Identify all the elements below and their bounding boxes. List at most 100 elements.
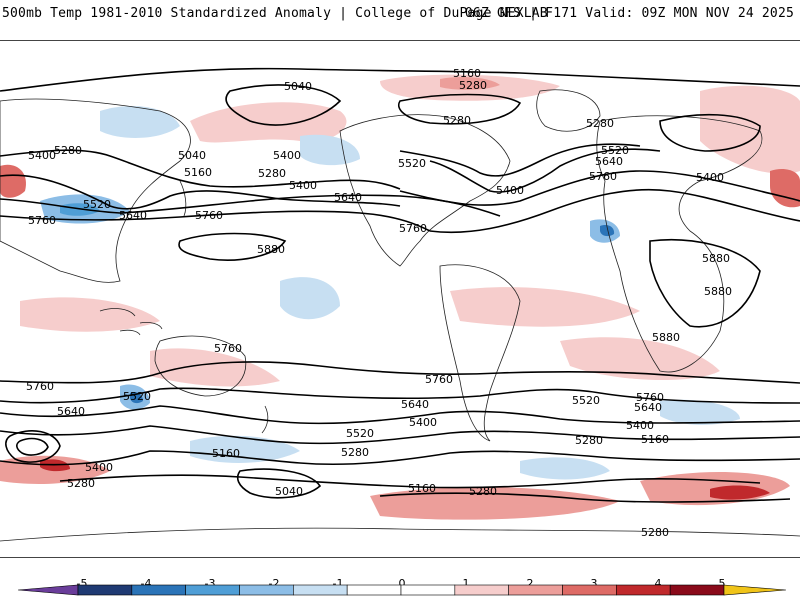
legend-tick-label: 3 [590,577,598,590]
warm-anomaly-europe [700,85,800,174]
legend-tick-label: -1 [332,577,344,590]
antarctica-coast [0,527,800,542]
contour-5280-south [0,450,800,466]
contour-label: 5640 [634,401,662,414]
colorbar-segment [346,584,402,596]
contour-label: 5280 [459,79,487,92]
contour-label: 5880 [652,331,680,344]
legend-tick-label: 5 [718,577,726,590]
contour-5880-pacific [178,232,287,261]
legend-tick-label: 4 [654,577,662,590]
map-title: 500mb Temp 1981-2010 Standardized Anomal… [2,6,548,21]
contour-5760-south [0,361,800,384]
contour-low-west [5,430,61,463]
colorbar-segment [131,584,186,596]
cool-anomaly-atlantic-core [600,224,615,237]
contour-label: 5520 [398,157,426,170]
contour-low-west-inner [16,437,49,456]
contour-label: 5400 [696,171,724,184]
contour-label: 5400 [28,149,56,162]
cool-anomaly-north-pacific [300,134,360,166]
warm-anomaly-antarctic-east [370,486,620,520]
colorbar [17,584,787,596]
south-america-coast [439,264,521,442]
contour-5400-asia [0,149,401,190]
contour-label: 5280 [575,434,603,447]
contour-5400-na [429,148,661,193]
contour-label: 5760 [589,170,617,183]
asia-coast [0,98,191,283]
contour-label: 5400 [409,416,437,429]
north-america-coast [339,114,511,267]
colorbar-segment [185,584,240,596]
contour-5880-africa [649,238,761,328]
cool-anomaly-south-indian [190,435,300,463]
contour-label: 5520 [572,394,600,407]
contour-label: 5040 [178,149,206,162]
cool-anomaly-south-atlantic [520,457,610,480]
legend-tick-label: -3 [204,577,216,590]
contour-label: 5280 [54,144,82,157]
contour-labels: 5160 5040 5280 5280 5280 5400 5280 5040 … [26,67,732,539]
contour-label: 5880 [702,252,730,265]
contour-5280-antarctic [379,492,791,503]
colorbar-segment [77,584,133,596]
contour-label: 5640 [401,398,429,411]
warm-anomaly-tropics-2 [450,287,640,327]
contour-label: 5400 [85,461,113,474]
contour-label: 5280 [469,485,497,498]
colorbar-segment [616,584,671,596]
contour-5640-atlantic [399,170,800,206]
australia-coast [154,335,247,397]
contour-5520-asia [0,174,401,210]
contour-label: 5280 [641,526,669,539]
colorbar-segment [239,584,294,596]
contour-5400-europe [659,113,761,152]
warm-anomaly-tropics-1 [20,297,160,332]
contour-5760-subtropic [0,210,431,232]
warm-anomaly-europe-core [770,169,800,208]
cool-anomaly-siberia [100,106,180,138]
cool-anomaly-southern-ocean-east [660,399,740,425]
legend-tick-label: -5 [76,577,88,590]
legend-tick-label: -4 [140,577,152,590]
contour-label: 5760 [425,373,453,386]
colorbar-segment [562,584,617,596]
contour-label: 5400 [273,149,301,162]
colorbar-segment [454,584,509,596]
contour-label: 5400 [496,184,524,197]
contour-label: 5880 [704,285,732,298]
legend-tick-label: 2 [526,577,534,590]
contour-5040-north [225,84,342,126]
japan-islands [179,180,187,217]
legend-tick-label: -2 [268,577,280,590]
contour-label: 5640 [57,405,85,418]
contour-label: 5880 [257,243,285,256]
warm-anomaly-arctic-core [440,77,500,90]
contour-label: 5520 [601,144,629,157]
warm-anomaly-south-atlantic [560,337,720,381]
contour-label: 5280 [586,117,614,130]
contour-label: 5520 [346,427,374,440]
legend-tick-label: 0 [398,577,406,590]
contour-5520-na [399,143,641,177]
contour-label: 5040 [275,485,303,498]
contour-label: 5160 [641,433,669,446]
colorbar-segment [17,584,79,596]
anomaly-map: 5160 5040 5280 5280 5280 5400 5280 5040 … [0,67,800,542]
contour-5160-north [0,67,800,92]
contour-label: 5160 [453,67,481,80]
contour-label: 5760 [636,391,664,404]
warm-anomaly-south-pacific [150,348,280,387]
contour-label: 5520 [83,198,111,211]
contour-label: 5760 [195,209,223,222]
anomaly-shading [0,74,800,520]
europe-africa-coast [596,115,763,373]
contour-label: 5280 [443,114,471,127]
contour-label: 5760 [28,214,56,227]
contour-5640-south [0,387,800,404]
contour-label: 5280 [341,446,369,459]
warm-anomaly-antarctic-core [710,485,770,500]
contour-5040-low [236,468,322,499]
colorbar-segment [723,584,787,596]
